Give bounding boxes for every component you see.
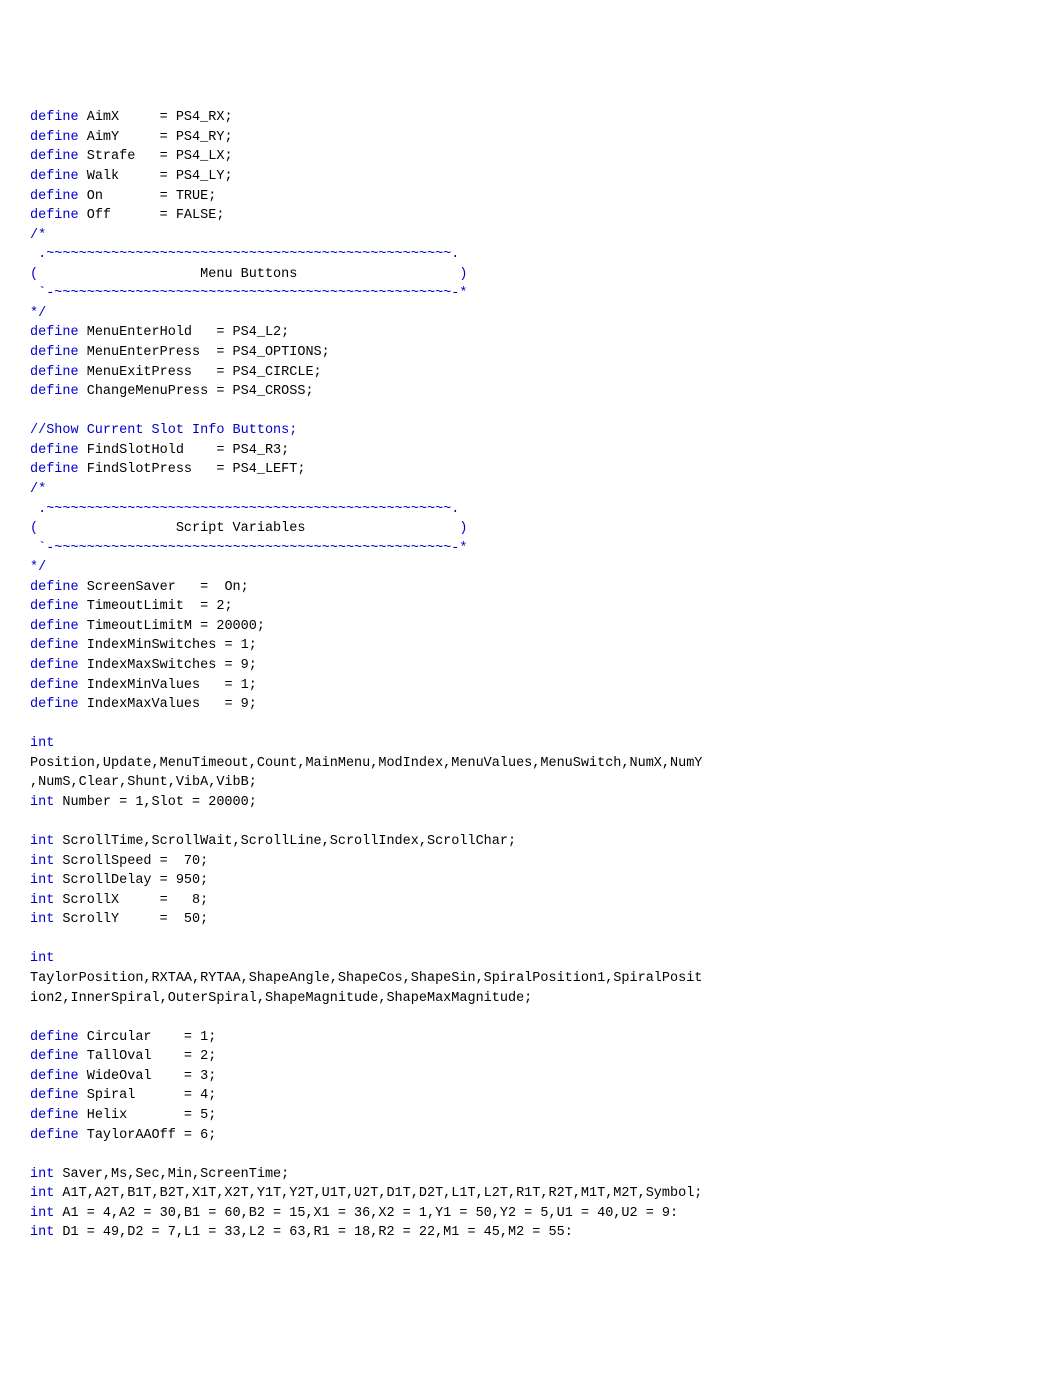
code-block: define AimX = PS4_RX;define AimY = PS4_R… bbox=[30, 108, 1032, 1243]
